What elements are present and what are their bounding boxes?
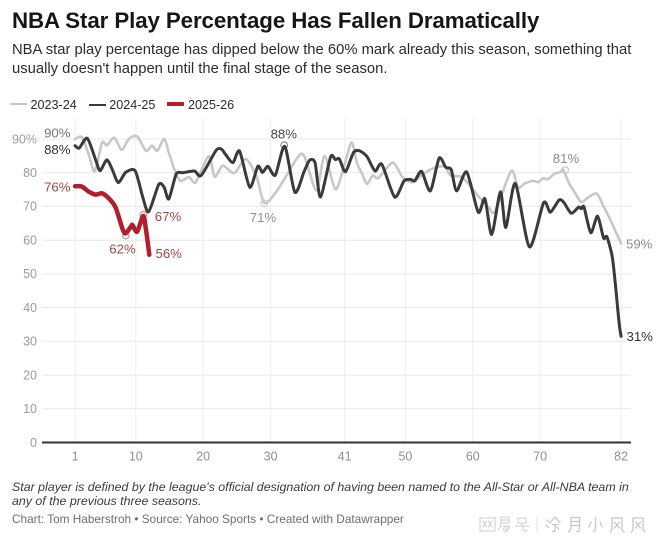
- svg-text:10: 10: [129, 450, 143, 464]
- svg-text:59%: 59%: [626, 236, 653, 251]
- svg-text:88%: 88%: [271, 126, 298, 141]
- svg-text:50: 50: [398, 450, 412, 464]
- svg-text:41: 41: [338, 450, 352, 464]
- svg-text:20: 20: [196, 450, 210, 464]
- svg-text:82: 82: [614, 450, 628, 464]
- svg-text:60: 60: [23, 234, 37, 248]
- svg-text:30: 30: [23, 335, 37, 349]
- svg-text:90%: 90%: [44, 125, 71, 140]
- svg-text:76%: 76%: [44, 179, 71, 194]
- svg-text:88%: 88%: [44, 142, 71, 157]
- svg-text:70: 70: [23, 200, 37, 214]
- svg-text:90%: 90%: [12, 132, 37, 146]
- svg-text:50: 50: [23, 267, 37, 281]
- svg-text:62%: 62%: [109, 241, 136, 256]
- svg-text:56%: 56%: [156, 246, 183, 261]
- svg-text:40: 40: [23, 301, 37, 315]
- svg-text:31%: 31%: [627, 329, 654, 344]
- svg-text:67%: 67%: [155, 209, 182, 224]
- svg-text:80: 80: [23, 166, 37, 180]
- svg-text:70: 70: [533, 450, 547, 464]
- svg-text:1: 1: [72, 450, 79, 464]
- svg-text:20: 20: [23, 368, 37, 382]
- svg-text:10: 10: [23, 402, 37, 416]
- svg-text:71%: 71%: [250, 210, 277, 225]
- svg-text:81%: 81%: [553, 151, 580, 166]
- svg-text:60: 60: [466, 450, 480, 464]
- svg-text:30: 30: [264, 450, 278, 464]
- svg-text:0: 0: [30, 436, 37, 450]
